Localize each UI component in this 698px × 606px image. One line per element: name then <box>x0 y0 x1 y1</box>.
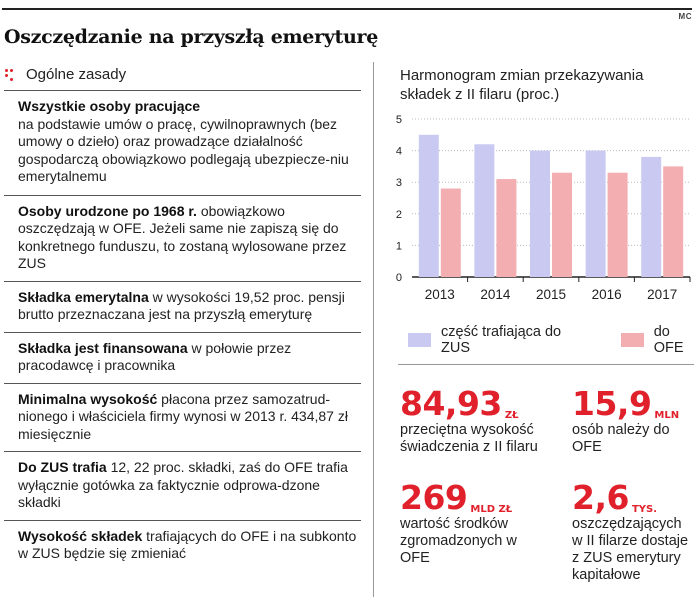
section-title: Ogólne zasady <box>26 66 127 83</box>
stat-label: oszczędzających w II filarze dostaje z Z… <box>572 516 689 583</box>
credit: MC <box>678 12 692 21</box>
stat-value: 15,9 <box>572 384 652 423</box>
bar-ofe <box>663 166 684 277</box>
x-tick-label: 2017 <box>647 287 677 302</box>
red-dots-icon <box>4 68 18 82</box>
stat-value: 84,93 <box>400 384 502 423</box>
rule-bold: Wszystkie osoby pracujące <box>18 98 201 114</box>
stat-unit: ZŁ <box>504 410 519 421</box>
column-divider <box>373 62 374 597</box>
stat-value: 2,6 <box>572 478 629 517</box>
rule-bold: Do ZUS trafia <box>18 459 107 475</box>
stat-capital-pensions: 2,6 TYS. oszczędzających w II filarze dos… <box>572 480 696 584</box>
stat-label: wartość środków zgromadzonych w OFE <box>400 516 517 566</box>
rule-text: płacona przez samozatrud-nionego i właśc… <box>18 390 348 442</box>
rule-bold: Osoby urodzone po 1968 r. <box>18 202 197 219</box>
y-tick-label: 5 <box>396 114 402 126</box>
chart-title: Harmonogram zmian przekazywania składek … <box>400 67 644 103</box>
stat-value: 269 <box>400 478 468 517</box>
y-tick-label: 2 <box>396 209 402 221</box>
bar-zus <box>585 150 606 277</box>
stat-unit: MLN <box>654 410 680 421</box>
rule-item: Wysokość składek trafiających do OFE i n… <box>4 519 361 571</box>
stats-divider <box>398 364 694 365</box>
top-rule <box>2 8 692 10</box>
rule-text: trafiających do OFE i na subkonto w ZUS … <box>18 527 357 562</box>
y-tick-label: 4 <box>396 146 402 158</box>
x-tick-label: 2016 <box>592 287 622 302</box>
stat-label: osób należy do OFE <box>572 422 670 455</box>
rule-bold: Minimalna wysokość <box>18 390 158 407</box>
stat-unit: TYS. <box>631 504 658 515</box>
bar-ofe <box>607 172 628 277</box>
x-tick-label: 2015 <box>536 287 566 302</box>
rule-text: na podstawie umów o pracę, cywilnoprawny… <box>18 115 349 185</box>
rule-text: obowiązkowo oszczędzają w OFE. Jeżeli sa… <box>18 202 347 272</box>
rule-bold: Składka emerytalna <box>18 288 149 305</box>
rules-list: Wszystkie osoby pracujące na podstawie u… <box>4 90 361 571</box>
rule-bold: Składka jest finansowana <box>18 339 188 356</box>
stat-unit: MLD ZŁ <box>470 504 513 515</box>
page-title: Oszczędzanie na przyszłą emeryturę <box>4 26 379 48</box>
bar-zus <box>530 150 550 277</box>
legend-swatch-zus <box>408 333 432 347</box>
rule-item: Składka emerytalna w wysokości 19,52 pro… <box>4 280 361 332</box>
bar-ofe <box>552 172 572 277</box>
stat-label: przeciętna wysokość świadczenia z II fil… <box>400 422 538 455</box>
legend-swatch-ofe <box>620 333 644 347</box>
stat-pension: 84,93 ZŁ przeciętna wysokość świadczenia … <box>400 386 560 456</box>
bar-zus <box>474 144 495 277</box>
y-tick-label: 3 <box>396 177 402 189</box>
rule-item: Do ZUS trafia 12, 22 proc. składki, zaś … <box>4 451 361 520</box>
rule-text: w wysokości 19,52 proc. pensji brutto pr… <box>18 288 345 323</box>
x-tick-label: 2014 <box>480 287 511 302</box>
bar-zus <box>641 156 662 277</box>
bar-zus <box>418 134 439 277</box>
chart-legend: część trafiająca do ZUS do OFE <box>408 324 698 356</box>
stat-assets: 269 MLD ZŁ wartość środków zgromadzonych … <box>400 480 540 567</box>
rule-item: Minimalna wysokość płacona przez samozat… <box>4 382 361 452</box>
legend-label-ofe: do OFE <box>653 324 684 356</box>
rule-item: Składka jest finansowana w połowie przez… <box>4 331 361 383</box>
rule-bold: Wysokość składek <box>18 527 143 544</box>
stat-members: 15,9 MLN osób należy do OFE <box>572 386 694 456</box>
x-tick-label: 2013 <box>425 287 455 302</box>
y-tick-label: 0 <box>396 272 402 284</box>
rule-text: 12, 22 proc. składki, zaś do OFE trafia … <box>18 459 348 510</box>
rule-text: w połowie przez pracodawcę i pracownika <box>18 339 292 374</box>
rule-item: Wszystkie osoby pracujące na podstawie u… <box>4 90 361 195</box>
y-tick-label: 1 <box>396 240 402 252</box>
legend-label-zus: część trafiająca do ZUS <box>441 324 562 356</box>
bar-ofe <box>496 179 517 277</box>
rule-item: Osoby urodzone po 1968 r. obowiązkowo os… <box>4 194 361 281</box>
section-heading: Ogólne zasady <box>4 66 126 83</box>
bar-chart: 0 1 2 3 4 5 2013 2014 2015 2016 2017 <box>396 114 691 302</box>
bar-ofe <box>440 188 461 277</box>
